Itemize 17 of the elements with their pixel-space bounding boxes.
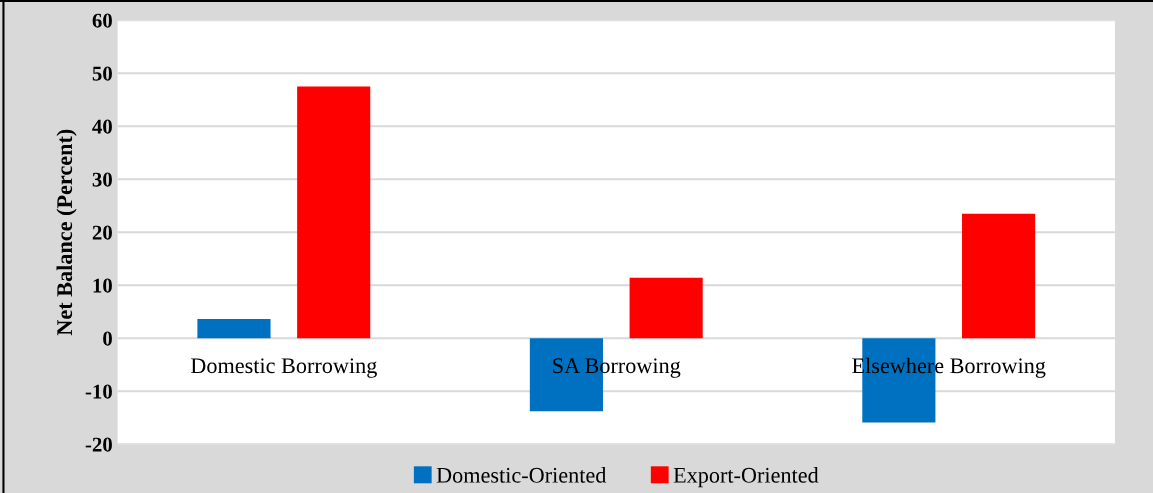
y-tick-label: 50	[92, 66, 112, 81]
y-tick-label: -20	[85, 437, 112, 452]
bar	[962, 213, 1036, 339]
bar	[629, 277, 703, 339]
bar	[197, 319, 271, 339]
bar	[297, 86, 371, 339]
y-tick-label: 40	[92, 119, 112, 134]
y-tick-label: -10	[85, 384, 112, 399]
y-tick-label: 30	[92, 172, 112, 187]
y-tick-label: 10	[93, 278, 112, 293]
y-axis-title: Net Balance (Percent)	[56, 129, 77, 336]
x-tick-label: Domestic Borrowing	[190, 358, 377, 378]
y-tick-label: 20	[92, 225, 112, 240]
legend-label: Domestic-Oriented	[436, 467, 607, 483]
y-tick-label: 0	[103, 331, 112, 346]
y-tick-label: 60	[92, 13, 112, 28]
legend-label: Export-Oriented	[673, 467, 819, 488]
